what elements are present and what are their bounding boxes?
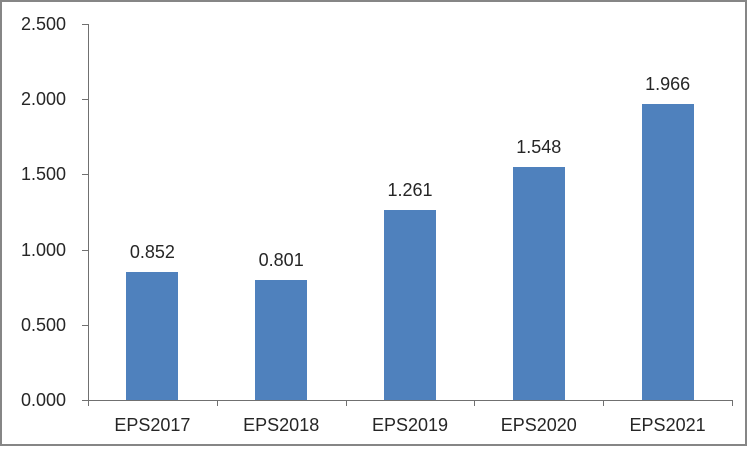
y-axis-tick-label: 1.000: [20, 239, 66, 260]
x-axis-category-label: EPS2020: [500, 415, 577, 435]
bar-value-label: 1.548: [516, 137, 562, 158]
y-axis: [88, 24, 89, 401]
x-axis-tick: [216, 400, 218, 406]
y-axis-tick: [82, 99, 88, 101]
x-axis: [88, 400, 733, 401]
y-axis-tick: [82, 174, 88, 176]
y-axis-tick-label: 0.500: [20, 314, 66, 335]
bar-eps2021: [641, 104, 694, 400]
x-axis-category-label: EPS2018: [243, 415, 320, 435]
bar-value-label: 0.852: [129, 241, 175, 262]
y-axis-tick: [82, 324, 88, 326]
bar-value-label: 1.966: [645, 74, 691, 95]
x-axis-category-label: EPS2021: [629, 415, 706, 435]
x-axis-category-label: EPS2019: [371, 415, 449, 435]
bar-value-label: 0.801: [258, 249, 304, 270]
y-axis-tick-label: 2.500: [20, 14, 66, 34]
y-axis-tick-label: 2.000: [20, 89, 66, 110]
y-axis-tick: [82, 24, 88, 25]
bar-value-label: 1.261: [387, 180, 433, 201]
plot-area: 0.000 0.500 1.000 1.500 2.000 2.500 0.852 EPS20…: [2, 2, 745, 444]
y-axis-tick: [82, 400, 88, 401]
y-axis-tick-label: 1.500: [20, 164, 66, 185]
x-axis-tick: [603, 400, 605, 406]
bar-eps2019: [384, 210, 436, 400]
y-axis-tick: [82, 249, 88, 251]
x-axis-tick: [88, 400, 89, 406]
x-axis-tick: [474, 400, 476, 406]
bar-eps2018: [255, 279, 308, 400]
x-axis-tick: [345, 400, 347, 406]
bar-eps2020: [512, 167, 565, 400]
x-axis-category-label: EPS2017: [114, 415, 191, 435]
x-axis-tick: [732, 400, 733, 406]
y-axis-tick-label: 0.000: [20, 390, 66, 410]
bar-eps2017: [126, 271, 179, 400]
